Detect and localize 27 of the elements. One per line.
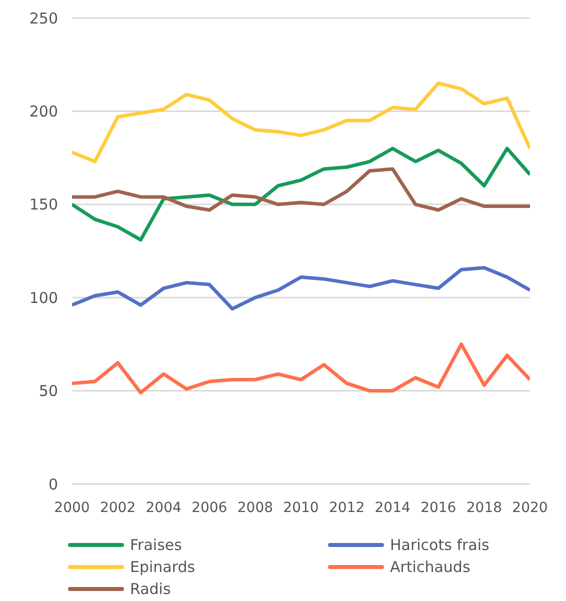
x-tick-label: 2008: [237, 500, 274, 516]
line-series: [72, 342, 530, 394]
line-series: [72, 146, 530, 242]
x-tick-label: 2000: [54, 500, 90, 516]
y-tick-label: 150: [29, 196, 58, 214]
line-series: [72, 81, 530, 164]
x-tick-label: 2006: [192, 500, 228, 516]
x-tick-label: 2002: [100, 500, 136, 516]
y-tick-label: 100: [29, 288, 58, 307]
legend-label: Epinards: [130, 558, 196, 576]
x-tick-label: 2020: [512, 500, 548, 516]
x-tick-label: 2012: [328, 500, 365, 516]
x-tick-label: 2016: [420, 500, 456, 516]
y-tick-label: 0: [48, 475, 58, 494]
legend-label: Fraises: [130, 536, 182, 554]
legend-label: Artichauds: [390, 558, 470, 576]
line-series: [72, 167, 530, 212]
y-tick-label: 250: [29, 9, 58, 28]
x-tick-label: 2014: [374, 500, 410, 516]
line-series: [72, 266, 530, 311]
legend-label: Radis: [130, 580, 171, 598]
x-tick-label: 2010: [283, 500, 319, 516]
y-tick-label: 50: [38, 382, 58, 400]
x-tick-label: 2004: [146, 500, 182, 516]
x-tick-label: 2018: [466, 500, 502, 516]
y-tick-label: 200: [29, 102, 58, 121]
legend-label: Haricots frais: [390, 536, 490, 554]
